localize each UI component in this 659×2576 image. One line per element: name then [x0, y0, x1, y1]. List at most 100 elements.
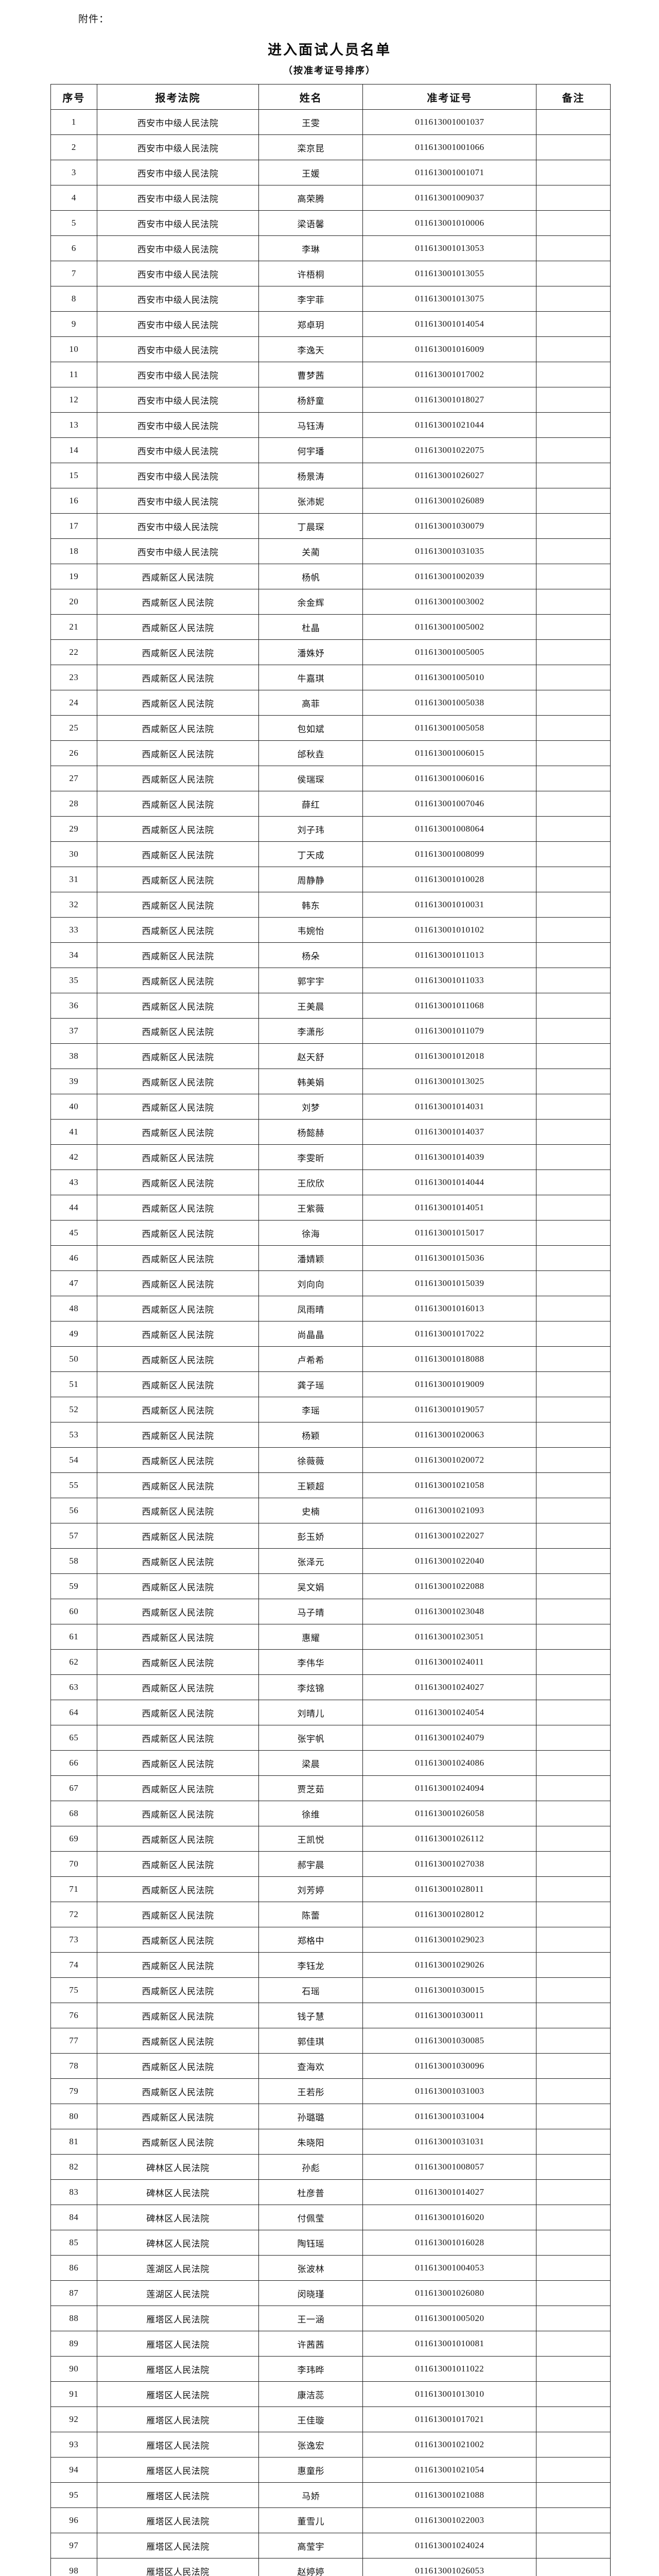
table-row: 71 西咸新区人民法院 刘芳婷 011613001028011 [50, 1876, 611, 1902]
cell-ticket: 011613001024086 [362, 1750, 537, 1776]
cell-court: 雁塔区人民法院 [96, 2457, 259, 2483]
cell-ticket: 011613001019057 [362, 1397, 537, 1422]
cell-seq: 14 [50, 437, 97, 463]
cell-name: 孙璐璐 [258, 2104, 363, 2129]
table-row: 37 西咸新区人民法院 李潇彤 011613001011079 [50, 1018, 611, 1044]
cell-ticket: 011613001015017 [362, 1220, 537, 1246]
cell-name: 杨帆 [258, 564, 363, 589]
table-row: 43 西咸新区人民法院 王欣欣 011613001014044 [50, 1170, 611, 1195]
table-row: 81 西咸新区人民法院 朱晓阳 011613001031031 [50, 2129, 611, 2155]
cell-seq: 46 [50, 1245, 97, 1271]
table-row: 13 西安市中级人民法院 马钰涛 011613001021044 [50, 412, 611, 438]
cell-note [536, 2533, 611, 2558]
cell-seq: 70 [50, 1851, 97, 1877]
table-row: 25 西咸新区人民法院 包如斌 011613001005058 [50, 715, 611, 741]
cell-note [536, 387, 611, 413]
cell-seq: 57 [50, 1523, 97, 1549]
cell-ticket: 011613001021093 [362, 1498, 537, 1523]
cell-seq: 40 [50, 1094, 97, 1120]
cell-note [536, 2255, 611, 2281]
cell-note [536, 2306, 611, 2331]
cell-note [536, 1094, 611, 1120]
cell-ticket: 011613001001066 [362, 134, 537, 160]
cell-note [536, 715, 611, 741]
cell-ticket: 011613001024054 [362, 1700, 537, 1725]
cell-ticket: 011613001026112 [362, 1826, 537, 1852]
cell-name: 许茜茜 [258, 2331, 363, 2357]
table-row: 61 西咸新区人民法院 惠耀 011613001023051 [50, 1624, 611, 1650]
table-row: 16 西安市中级人民法院 张沛妮 011613001026089 [50, 488, 611, 514]
cell-name: 徐维 [258, 1801, 363, 1826]
cell-court: 西咸新区人民法院 [96, 892, 259, 918]
cell-note [536, 2356, 611, 2382]
cell-seq: 23 [50, 665, 97, 690]
cell-ticket: 011613001024027 [362, 1674, 537, 1700]
cell-ticket: 011613001017022 [362, 1321, 537, 1347]
cell-court: 西咸新区人民法院 [96, 993, 259, 1019]
table-row: 98 雁塔区人民法院 赵婷婷 011613001026053 [50, 2558, 611, 2576]
cell-note [536, 2558, 611, 2576]
cell-seq: 43 [50, 1170, 97, 1195]
table-row: 91 雁塔区人民法院 康洁蕊 011613001013010 [50, 2381, 611, 2407]
table-row: 18 西安市中级人民法院 关蔺 011613001031035 [50, 538, 611, 564]
cell-ticket: 011613001007046 [362, 791, 537, 817]
table-row: 68 西咸新区人民法院 徐维 011613001026058 [50, 1801, 611, 1826]
cell-name: 高菲 [258, 690, 363, 716]
cell-ticket: 011613001003002 [362, 589, 537, 615]
cell-court: 西咸新区人民法院 [96, 1977, 259, 2003]
cell-name: 李钰龙 [258, 1952, 363, 1978]
cell-name: 刘子玮 [258, 816, 363, 842]
cell-name: 丁晨琛 [258, 513, 363, 539]
cell-court: 西咸新区人民法院 [96, 1952, 259, 1978]
cell-name: 周静静 [258, 867, 363, 892]
cell-name: 杜彦普 [258, 2179, 363, 2205]
cell-seq: 9 [50, 311, 97, 337]
cell-court: 西咸新区人民法院 [96, 1220, 259, 1246]
column-header-seq: 序号 [50, 84, 97, 110]
cell-seq: 81 [50, 2129, 97, 2155]
cell-name: 惠童彤 [258, 2457, 363, 2483]
cell-note [536, 2331, 611, 2357]
cell-seq: 34 [50, 942, 97, 968]
cell-court: 西咸新区人民法院 [96, 1826, 259, 1852]
cell-court: 西咸新区人民法院 [96, 2003, 259, 2028]
table-row: 93 雁塔区人民法院 张逸宏 011613001021002 [50, 2432, 611, 2458]
table-row: 57 西咸新区人民法院 彭玉娇 011613001022027 [50, 1523, 611, 1549]
cell-court: 雁塔区人民法院 [96, 2482, 259, 2508]
cell-court: 西咸新区人民法院 [96, 1043, 259, 1069]
table-row: 56 西咸新区人民法院 史楠 011613001021093 [50, 1498, 611, 1523]
cell-court: 西咸新区人民法院 [96, 715, 259, 741]
cell-seq: 50 [50, 1346, 97, 1372]
cell-court: 西咸新区人民法院 [96, 564, 259, 589]
cell-note [536, 488, 611, 514]
cell-name: 杨懿赫 [258, 1119, 363, 1145]
cell-name: 康洁蕊 [258, 2381, 363, 2407]
cell-note [536, 286, 611, 312]
cell-note [536, 2028, 611, 2054]
table-row: 58 西咸新区人民法院 张泽元 011613001022040 [50, 1548, 611, 1574]
table-row: 65 西咸新区人民法院 张宇帆 011613001024079 [50, 1725, 611, 1751]
cell-ticket: 011613001016028 [362, 2230, 537, 2256]
cell-name: 侯瑞琛 [258, 766, 363, 791]
cell-name: 杨朵 [258, 942, 363, 968]
cell-name: 王美晨 [258, 993, 363, 1019]
cell-court: 雁塔区人民法院 [96, 2306, 259, 2331]
cell-ticket: 011613001013025 [362, 1069, 537, 1094]
cell-name: 马钰涛 [258, 412, 363, 438]
cell-ticket: 011613001028012 [362, 1902, 537, 1927]
cell-court: 碑林区人民法院 [96, 2205, 259, 2230]
cell-court: 莲湖区人民法院 [96, 2280, 259, 2306]
cell-name: 许梧桐 [258, 261, 363, 286]
page-title: 进入面试人员名单 [268, 42, 391, 58]
cell-court: 雁塔区人民法院 [96, 2406, 259, 2432]
cell-note [536, 766, 611, 791]
cell-court: 西安市中级人民法院 [96, 235, 259, 261]
cell-seq: 35 [50, 968, 97, 993]
cell-ticket: 011613001031004 [362, 2104, 537, 2129]
cell-court: 西安市中级人民法院 [96, 210, 259, 236]
column-header-ticket: 准考证号 [362, 84, 537, 110]
cell-name: 韩东 [258, 892, 363, 918]
cell-ticket: 011613001021054 [362, 2457, 537, 2483]
cell-note [536, 1674, 611, 1700]
table-row: 26 西咸新区人民法院 邰秋垚 011613001006015 [50, 740, 611, 766]
